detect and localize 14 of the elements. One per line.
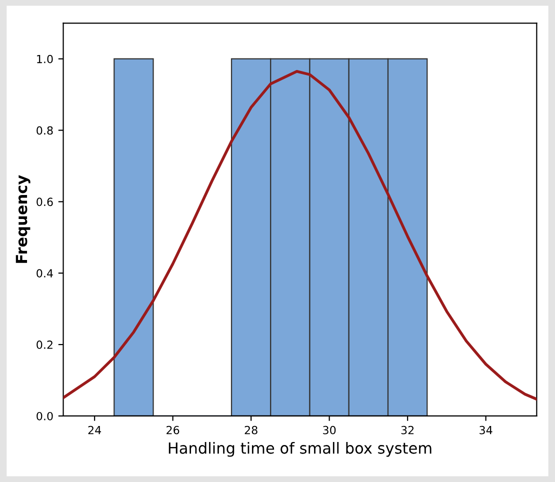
y-axis-title: Frequency	[16, 175, 30, 263]
y-tick-label: 0.2	[36, 340, 52, 349]
x-tick-label: 24	[88, 426, 102, 434]
y-tick-label: 0.4	[36, 269, 53, 278]
y-tick-label: 1.0	[37, 54, 53, 64]
x-axis-title: Handling time of small box system	[168, 442, 432, 457]
x-tick-label: 26	[166, 426, 180, 434]
x-tick-label: 28	[244, 426, 258, 434]
y-tick-label: 0.6	[36, 198, 53, 206]
x-tick-label: 30	[323, 426, 336, 434]
y-tick-label: 0.8	[36, 126, 53, 135]
x-tick-label: 34	[480, 426, 492, 434]
y-tick-label: 0.0	[36, 412, 53, 420]
x-tick-label: 32	[401, 426, 414, 434]
